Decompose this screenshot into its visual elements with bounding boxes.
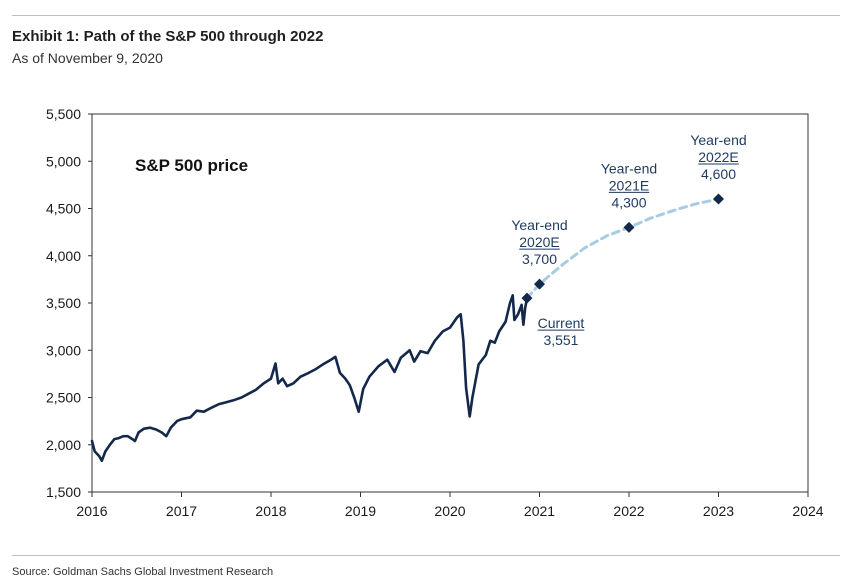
y-tick-label: 3,500 <box>46 295 81 311</box>
annotation-line: 3,700 <box>522 251 557 267</box>
series-group <box>90 197 720 463</box>
y-tick-label: 2,500 <box>46 390 81 406</box>
y-tick-label: 4,500 <box>46 201 81 217</box>
annotation-line: 2020E <box>519 234 559 250</box>
annotation-line: Year-end <box>690 132 746 148</box>
forecast-marker <box>521 292 533 304</box>
y-tick-label: 5,500 <box>46 106 81 122</box>
inner-series-label: S&P 500 price <box>135 156 248 175</box>
x-tick-label: 2018 <box>255 503 286 519</box>
annotation-line: Year-end <box>511 217 567 233</box>
annotation-line: Year-end <box>601 160 657 176</box>
chart-title: Exhibit 1: Path of the S&P 500 through 2… <box>12 28 324 45</box>
history-line <box>90 294 529 463</box>
x-tick-label: 2017 <box>166 503 197 519</box>
y-tick-label: 5,000 <box>46 153 81 169</box>
x-tick-label: 2016 <box>76 503 107 519</box>
source-note: Source: Goldman Sachs Global Investment … <box>12 566 274 578</box>
annotation-line: 2021E <box>609 177 649 193</box>
x-tick-label: 2020 <box>434 503 465 519</box>
x-tick-label: 2022 <box>613 503 644 519</box>
forecast-marker <box>713 193 724 205</box>
bottom-rule <box>12 555 840 556</box>
annotation-line: 2022E <box>698 149 738 165</box>
x-tick-label: 2023 <box>703 503 734 519</box>
annotation-line: Current <box>538 315 585 331</box>
x-tick-label: 2021 <box>524 503 555 519</box>
annotation-group: Current3,551Year-end2020E3,700Year-end20… <box>511 132 746 348</box>
x-axis: 2016 2017 2018 2019 2020 2021 2022 2023 2024 <box>76 492 824 519</box>
marker-group <box>521 193 724 304</box>
y-tick-label: 3,000 <box>46 342 81 358</box>
x-tick-label: 2024 <box>792 503 823 519</box>
top-rule <box>12 15 840 16</box>
chart-subtitle: As of November 9, 2020 <box>12 50 163 66</box>
annotation-line: 4,300 <box>611 194 646 210</box>
y-tick-label: 2,000 <box>46 437 81 453</box>
annotation-line: 3,551 <box>543 332 578 348</box>
x-tick-label: 2019 <box>345 503 376 519</box>
annotation-line: 4,600 <box>701 166 736 182</box>
forecast-marker <box>623 221 635 233</box>
y-tick-label: 1,500 <box>46 484 81 500</box>
forecast-line <box>525 197 720 300</box>
y-tick-label: 4,000 <box>46 248 81 264</box>
forecast-marker <box>534 278 545 290</box>
y-axis: 1,500 2,000 2,500 3,000 3,500 4,000 4,500 5,000… <box>46 106 92 500</box>
